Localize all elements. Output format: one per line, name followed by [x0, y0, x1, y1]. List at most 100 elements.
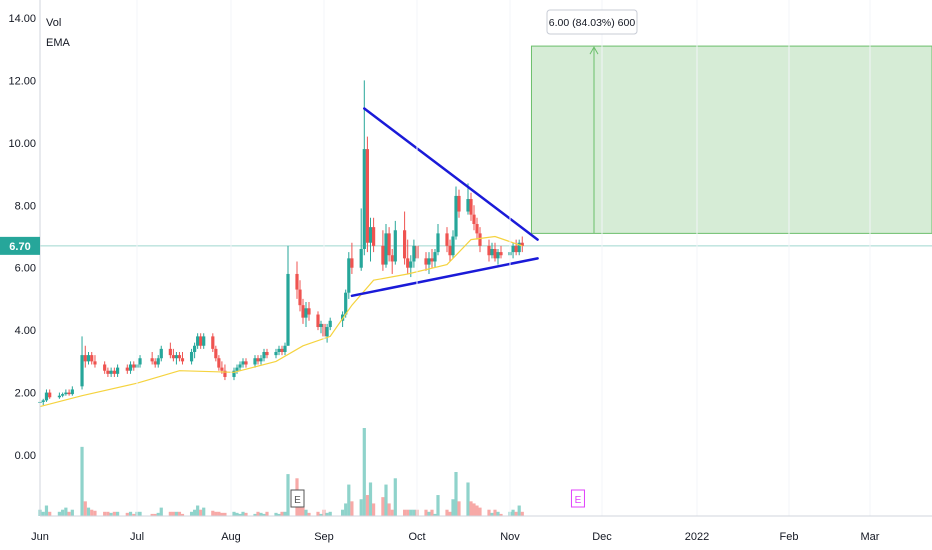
volume-bar[interactable]: [487, 509, 491, 516]
volume-bar[interactable]: [128, 511, 133, 516]
earnings-marker-future[interactable]: [570, 489, 585, 508]
volume-bar[interactable]: [393, 478, 397, 516]
candle-body[interactable]: [259, 358, 263, 362]
candle-body[interactable]: [319, 323, 323, 328]
candle-body[interactable]: [445, 233, 449, 246]
candle-body[interactable]: [430, 258, 434, 262]
candle-body[interactable]: [177, 355, 182, 359]
volume-bar[interactable]: [199, 509, 203, 516]
candle-body[interactable]: [316, 314, 320, 328]
candle-body[interactable]: [214, 348, 218, 359]
candle-body[interactable]: [277, 348, 281, 352]
volume-bar[interactable]: [235, 512, 239, 516]
volume-bar[interactable]: [286, 474, 290, 516]
candle-body[interactable]: [286, 273, 290, 346]
volume-bar[interactable]: [372, 503, 376, 516]
candle-body[interactable]: [220, 367, 224, 371]
volume-bar[interactable]: [86, 507, 91, 516]
candle-body[interactable]: [472, 214, 476, 225]
volume-bar[interactable]: [109, 512, 113, 516]
volume-bar[interactable]: [277, 513, 281, 516]
volume-bar[interactable]: [189, 511, 194, 516]
candle-body[interactable]: [125, 367, 129, 371]
volume-bar[interactable]: [457, 501, 461, 516]
candle-body[interactable]: [232, 370, 236, 377]
volume-bar[interactable]: [274, 512, 278, 516]
volume-bar[interactable]: [344, 503, 348, 516]
candle-body[interactable]: [90, 355, 94, 362]
candle-body[interactable]: [44, 392, 49, 401]
candle-body[interactable]: [307, 308, 311, 315]
volume-bar[interactable]: [319, 513, 323, 516]
volume-bar[interactable]: [517, 505, 521, 516]
candle-body[interactable]: [171, 355, 175, 359]
volume-bar[interactable]: [493, 509, 497, 516]
volume-bar[interactable]: [93, 510, 97, 516]
candle-body[interactable]: [381, 245, 385, 265]
volume-bar[interactable]: [116, 511, 120, 516]
candle-body[interactable]: [116, 367, 120, 374]
candle-body[interactable]: [109, 370, 113, 374]
candle-body[interactable]: [448, 245, 452, 256]
volume-bar[interactable]: [362, 428, 366, 516]
volume-bar[interactable]: [171, 511, 175, 516]
volume-bar[interactable]: [112, 511, 116, 516]
volume-bar[interactable]: [241, 511, 245, 516]
volume-bar[interactable]: [223, 512, 227, 516]
volume-bar[interactable]: [220, 512, 224, 516]
volume-bar[interactable]: [427, 511, 431, 516]
candle-body[interactable]: [298, 289, 302, 306]
volume-bar[interactable]: [41, 511, 45, 516]
volume-bar[interactable]: [253, 513, 257, 516]
volume-bar[interactable]: [150, 513, 154, 516]
volume-bar[interactable]: [232, 511, 236, 516]
candle-body[interactable]: [295, 273, 299, 290]
legend-ema[interactable]: EMA: [46, 33, 70, 51]
volume-bar[interactable]: [328, 511, 332, 516]
volume-bar[interactable]: [409, 509, 413, 516]
candle-body[interactable]: [487, 245, 491, 256]
candle-body[interactable]: [436, 233, 440, 253]
candle-body[interactable]: [138, 358, 142, 365]
volume-bar[interactable]: [520, 511, 524, 516]
candle-body[interactable]: [256, 358, 260, 362]
volume-bar[interactable]: [499, 513, 503, 516]
candle-body[interactable]: [153, 361, 157, 365]
candle-body[interactable]: [235, 367, 239, 371]
candle-body[interactable]: [241, 361, 245, 365]
volume-bar[interactable]: [436, 495, 440, 516]
candle-body[interactable]: [280, 348, 284, 352]
candle-body[interactable]: [350, 258, 354, 268]
candle-body[interactable]: [511, 245, 515, 253]
volume-bar[interactable]: [448, 511, 452, 516]
candle-body[interactable]: [48, 392, 52, 398]
volume-bar[interactable]: [153, 513, 157, 516]
candle-body[interactable]: [390, 255, 394, 262]
volume-bar[interactable]: [174, 511, 179, 516]
candle-body[interactable]: [83, 355, 87, 362]
candle-body[interactable]: [454, 195, 458, 237]
candle-body[interactable]: [70, 389, 74, 395]
candle-body[interactable]: [93, 361, 97, 365]
volume-bar[interactable]: [365, 495, 369, 516]
volume-bar[interactable]: [304, 509, 308, 516]
volume-bar[interactable]: [180, 513, 185, 516]
volume-bar[interactable]: [193, 509, 197, 516]
volume-bar[interactable]: [48, 511, 52, 516]
candle-body[interactable]: [412, 245, 416, 262]
volume-bar[interactable]: [214, 511, 218, 516]
volume-bar[interactable]: [61, 509, 65, 516]
volume-bar[interactable]: [244, 512, 248, 516]
candle-body[interactable]: [57, 395, 61, 398]
candle-body[interactable]: [86, 355, 91, 362]
candle-body[interactable]: [112, 370, 116, 374]
volume-bar[interactable]: [359, 499, 363, 516]
candle-body[interactable]: [359, 248, 363, 268]
candle-body[interactable]: [193, 345, 197, 352]
volume-bar[interactable]: [90, 509, 94, 516]
volume-bar[interactable]: [67, 511, 71, 516]
candle-body[interactable]: [466, 199, 470, 212]
candle-body[interactable]: [217, 358, 221, 368]
trendline[interactable]: [350, 257, 539, 298]
